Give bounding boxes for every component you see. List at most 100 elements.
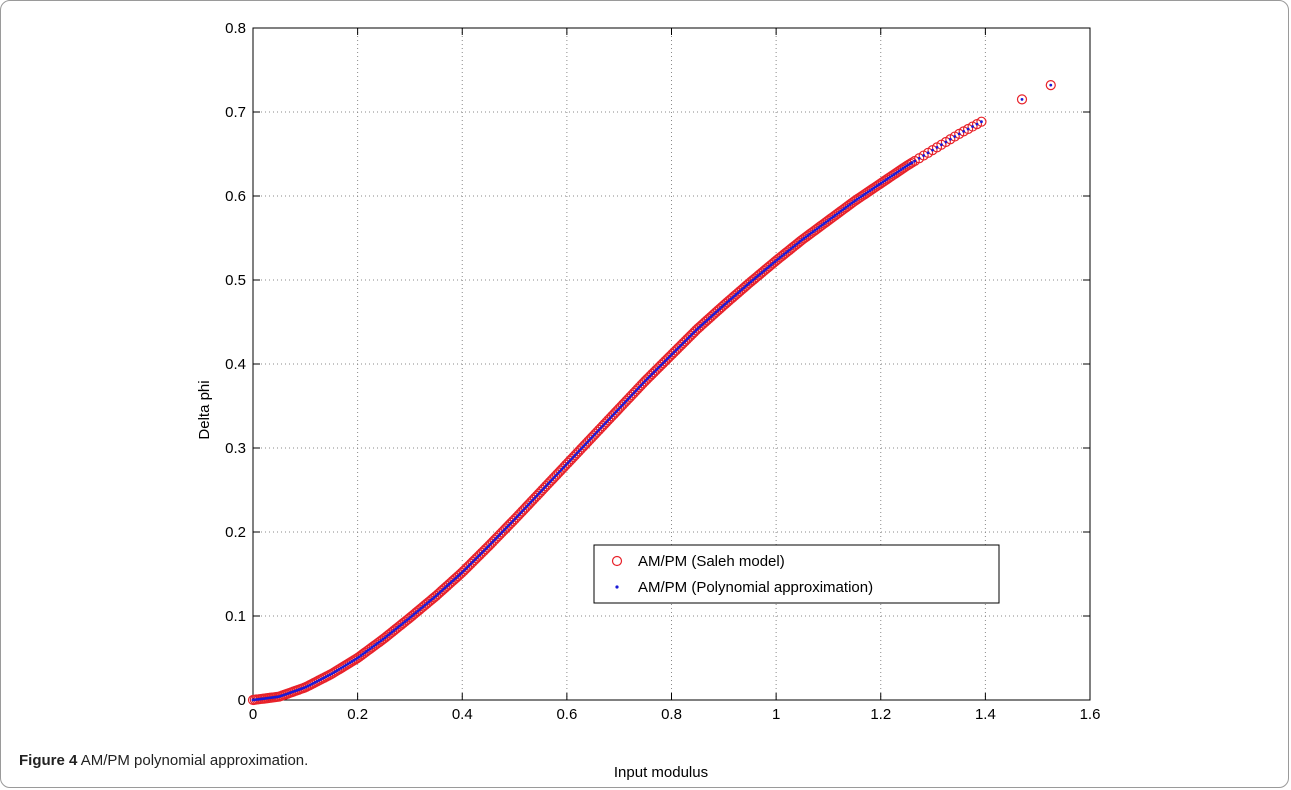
- polynomial-point: [528, 502, 531, 505]
- polynomial-point: [573, 453, 577, 457]
- saleh-point: [495, 529, 506, 540]
- polynomial-point: [425, 602, 429, 605]
- polynomial-point: [491, 540, 495, 544]
- polynomial-point: [931, 148, 934, 152]
- polynomial-point: [731, 296, 735, 299]
- polynomial-point: [599, 426, 603, 430]
- polynomial-point: [734, 292, 738, 296]
- polynomial-point: [716, 308, 720, 312]
- polynomial-point: [487, 544, 491, 547]
- saleh-point: [462, 562, 473, 573]
- polynomial-point: [722, 304, 725, 307]
- saleh-point: [689, 327, 700, 338]
- polynomial-point: [469, 562, 473, 566]
- polynomial-point: [482, 549, 486, 553]
- polynomial-point: [539, 490, 542, 494]
- polynomial-point: [493, 538, 497, 542]
- polynomial-point: [680, 343, 683, 347]
- tick-marks: [252, 27, 1091, 701]
- polynomial-point: [740, 288, 744, 291]
- saleh-point: [452, 570, 464, 582]
- y-tick-label: 0.3: [225, 440, 246, 457]
- legend-label-saleh: AM/PM (Saleh model): [638, 553, 785, 570]
- polynomial-point: [412, 612, 416, 616]
- saleh-point: [637, 378, 649, 389]
- x-tick-label: 1.2: [870, 706, 891, 723]
- polynomial-point: [409, 615, 412, 619]
- polynomial-point: [661, 361, 665, 365]
- saleh-point: [473, 551, 484, 562]
- polynomial-point: [702, 322, 705, 325]
- x-tick-label: 0.2: [347, 706, 368, 723]
- polynomial-point: [498, 532, 502, 536]
- polynomial-point: [641, 381, 645, 385]
- polynomial-point: [632, 391, 636, 395]
- polynomial-point: [771, 261, 775, 265]
- polynomial-point: [612, 412, 616, 416]
- polynomial-point: [474, 556, 478, 560]
- saleh-point: [685, 330, 696, 341]
- polynomial-point: [522, 508, 526, 511]
- figure-number: Figure 4: [19, 752, 78, 769]
- polynomial-point: [592, 434, 595, 438]
- saleh-point: [480, 544, 491, 555]
- polynomial-point: [634, 389, 638, 393]
- polynomial-point: [518, 511, 522, 515]
- polynomial-point: [584, 442, 588, 445]
- legend-marker-saleh: [611, 555, 623, 567]
- polynomial-point: [718, 307, 722, 311]
- legend: AM/PM (Saleh model) AM/PM (Polynomial ap…: [593, 544, 1000, 604]
- saleh-point: [456, 567, 467, 578]
- polynomial-point: [540, 488, 544, 492]
- polynomial-point: [410, 614, 414, 618]
- polynomial-point: [561, 467, 564, 471]
- polynomial-point: [458, 573, 462, 576]
- saleh-point: [458, 565, 469, 577]
- polynomial-point: [575, 451, 579, 455]
- polynomial-point: [604, 420, 608, 424]
- polynomial-point: [463, 567, 467, 571]
- polynomial-point: [577, 449, 581, 453]
- polynomial-point: [628, 395, 632, 399]
- polynomial-point: [652, 370, 656, 374]
- polynomial-point: [948, 137, 952, 141]
- polynomial-point: [462, 569, 465, 573]
- polynomial-point: [614, 411, 617, 414]
- polynomial-point: [747, 281, 751, 285]
- x-tick-label: 1: [772, 706, 780, 723]
- polynomial-point: [443, 586, 447, 590]
- saleh-point: [474, 549, 486, 560]
- y-tick-label: 0.1: [225, 608, 246, 625]
- polynomial-point: [495, 536, 498, 540]
- polynomial-point: [944, 140, 948, 144]
- polynomial-point: [725, 300, 729, 304]
- legend-box: [593, 544, 1000, 604]
- polynomial-point: [480, 551, 484, 555]
- polynomial-point: [447, 582, 451, 586]
- saleh-point: [487, 536, 498, 547]
- polynomial-point: [962, 130, 966, 133]
- polynomial-point: [465, 565, 469, 569]
- saleh-point: [467, 556, 478, 568]
- polynomial-point: [667, 356, 671, 360]
- saleh-point: [663, 352, 674, 363]
- polynomial-point: [586, 440, 590, 443]
- polynomial-point: [692, 330, 696, 334]
- polynomial-point: [478, 553, 482, 557]
- polynomial-point: [913, 159, 917, 163]
- y-tick-label: 0.6: [225, 188, 246, 205]
- polynomial-point: [663, 359, 667, 363]
- polynomial-point: [427, 600, 431, 604]
- saleh-point: [672, 343, 683, 354]
- x-tick-label: 0: [249, 706, 257, 723]
- polynomial-point: [515, 515, 519, 519]
- polynomial-point: [546, 482, 550, 486]
- polynomial-point: [749, 280, 753, 284]
- polynomial-point: [617, 407, 621, 410]
- saleh-point: [687, 328, 698, 340]
- polynomial-point: [658, 365, 661, 369]
- x-tick-label: 1.6: [1080, 706, 1101, 723]
- polynomial-point: [566, 461, 570, 465]
- saleh-point: [676, 339, 687, 350]
- polynomial-point: [910, 161, 914, 164]
